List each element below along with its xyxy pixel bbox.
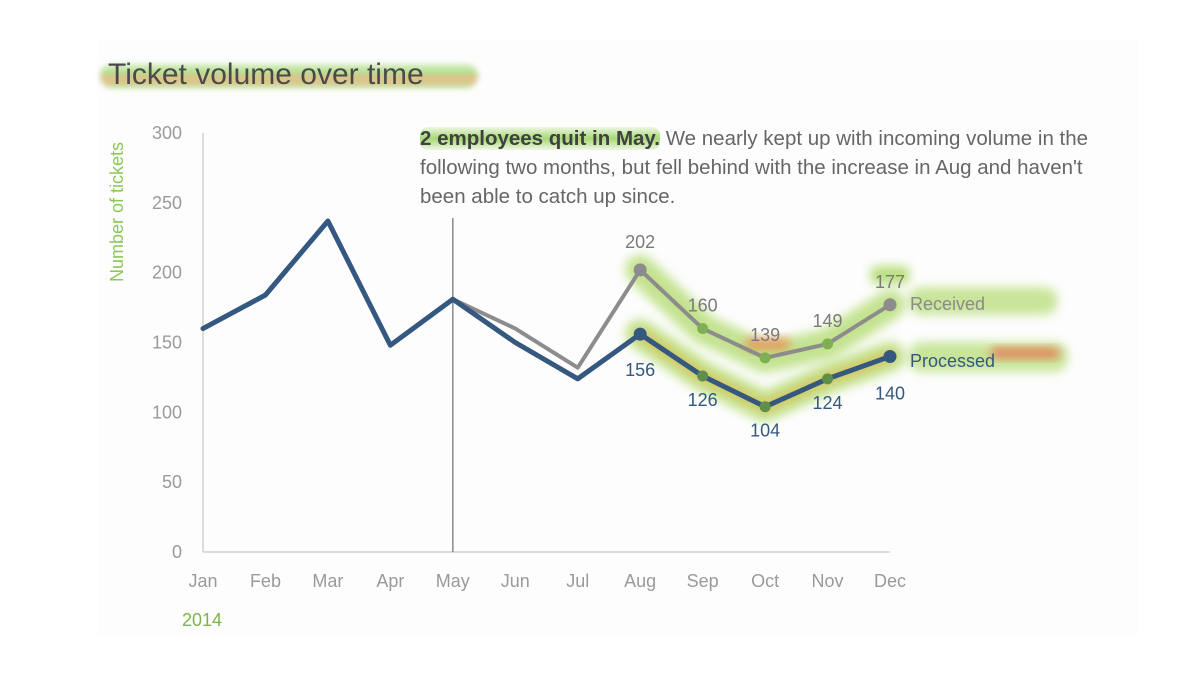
x-tick-label: Jul bbox=[566, 571, 589, 591]
received-label-glow bbox=[908, 287, 1058, 315]
data-point-processed bbox=[822, 373, 834, 385]
x-tick-label: Nov bbox=[812, 571, 844, 591]
x-tick-label: Feb bbox=[250, 571, 281, 591]
data-label-received: 149 bbox=[813, 311, 843, 331]
y-tick-label: 150 bbox=[152, 333, 182, 353]
y-tick-label: 0 bbox=[172, 542, 182, 562]
data-label-received: 139 bbox=[750, 325, 780, 345]
data-label-processed: 124 bbox=[813, 393, 843, 413]
x-tick-label: Oct bbox=[751, 571, 779, 591]
processed-label-hot bbox=[990, 348, 1060, 358]
x-tick-label: Dec bbox=[874, 571, 906, 591]
x-tick-label: Mar bbox=[312, 571, 343, 591]
y-tick-label: 300 bbox=[152, 123, 182, 143]
y-tick-label: 250 bbox=[152, 193, 182, 213]
data-label-processed: 104 bbox=[750, 421, 780, 441]
data-point-received bbox=[759, 352, 771, 364]
y-tick-label: 50 bbox=[162, 472, 182, 492]
x-tick-label: May bbox=[436, 571, 470, 591]
series-end-label-received: Received bbox=[910, 294, 985, 314]
annotation-body-text: We nearly kept up with incoming volume i… bbox=[420, 127, 1089, 208]
data-point-processed bbox=[759, 401, 771, 413]
axes: 0 50 100 150 200 250 300 Jan Feb Mar Apr May Jun Jul A… bbox=[107, 123, 906, 630]
x-tick-label: Jun bbox=[501, 571, 530, 591]
data-label-processed: 156 bbox=[625, 360, 655, 380]
series-lines bbox=[200, 218, 897, 413]
y-tick-label: 200 bbox=[152, 263, 182, 283]
x-tick-label: Jan bbox=[188, 571, 217, 591]
data-point-processed bbox=[697, 370, 709, 382]
data-point-processed bbox=[883, 349, 897, 363]
dec-hot-spot bbox=[870, 266, 910, 284]
series-end-label-processed: Processed bbox=[910, 351, 995, 371]
data-label-received: 160 bbox=[688, 296, 718, 316]
x-tick-label: Aug bbox=[624, 571, 656, 591]
data-point-received bbox=[822, 338, 834, 350]
title-highlight bbox=[100, 64, 478, 88]
data-label-processed: 140 bbox=[875, 383, 905, 403]
y-tick-label: 100 bbox=[152, 402, 182, 422]
chart-title: Ticket volume over time bbox=[108, 58, 424, 91]
series-line-received bbox=[450, 267, 892, 370]
data-point-processed bbox=[633, 327, 647, 341]
data-point-received bbox=[883, 298, 897, 312]
data-label-received: 177 bbox=[875, 272, 905, 292]
x-tick-label: Sep bbox=[687, 571, 719, 591]
x-tick-label: Apr bbox=[376, 571, 404, 591]
y-axis-label: Number of tickets bbox=[107, 142, 127, 282]
data-label-received: 202 bbox=[625, 232, 655, 252]
data-point-received bbox=[697, 323, 709, 335]
chart-annotation: 2 employees quit in May. We nearly kept … bbox=[420, 124, 1090, 211]
series-line-processed bbox=[200, 218, 893, 410]
data-label-processed: 126 bbox=[688, 390, 718, 410]
annotation-bold-text: 2 employees quit in May. bbox=[420, 127, 660, 150]
oct-hot-spot bbox=[745, 338, 790, 350]
heatmap-overlay bbox=[625, 254, 1068, 422]
year-label: 2014 bbox=[182, 610, 222, 630]
data-point-received bbox=[633, 263, 647, 277]
